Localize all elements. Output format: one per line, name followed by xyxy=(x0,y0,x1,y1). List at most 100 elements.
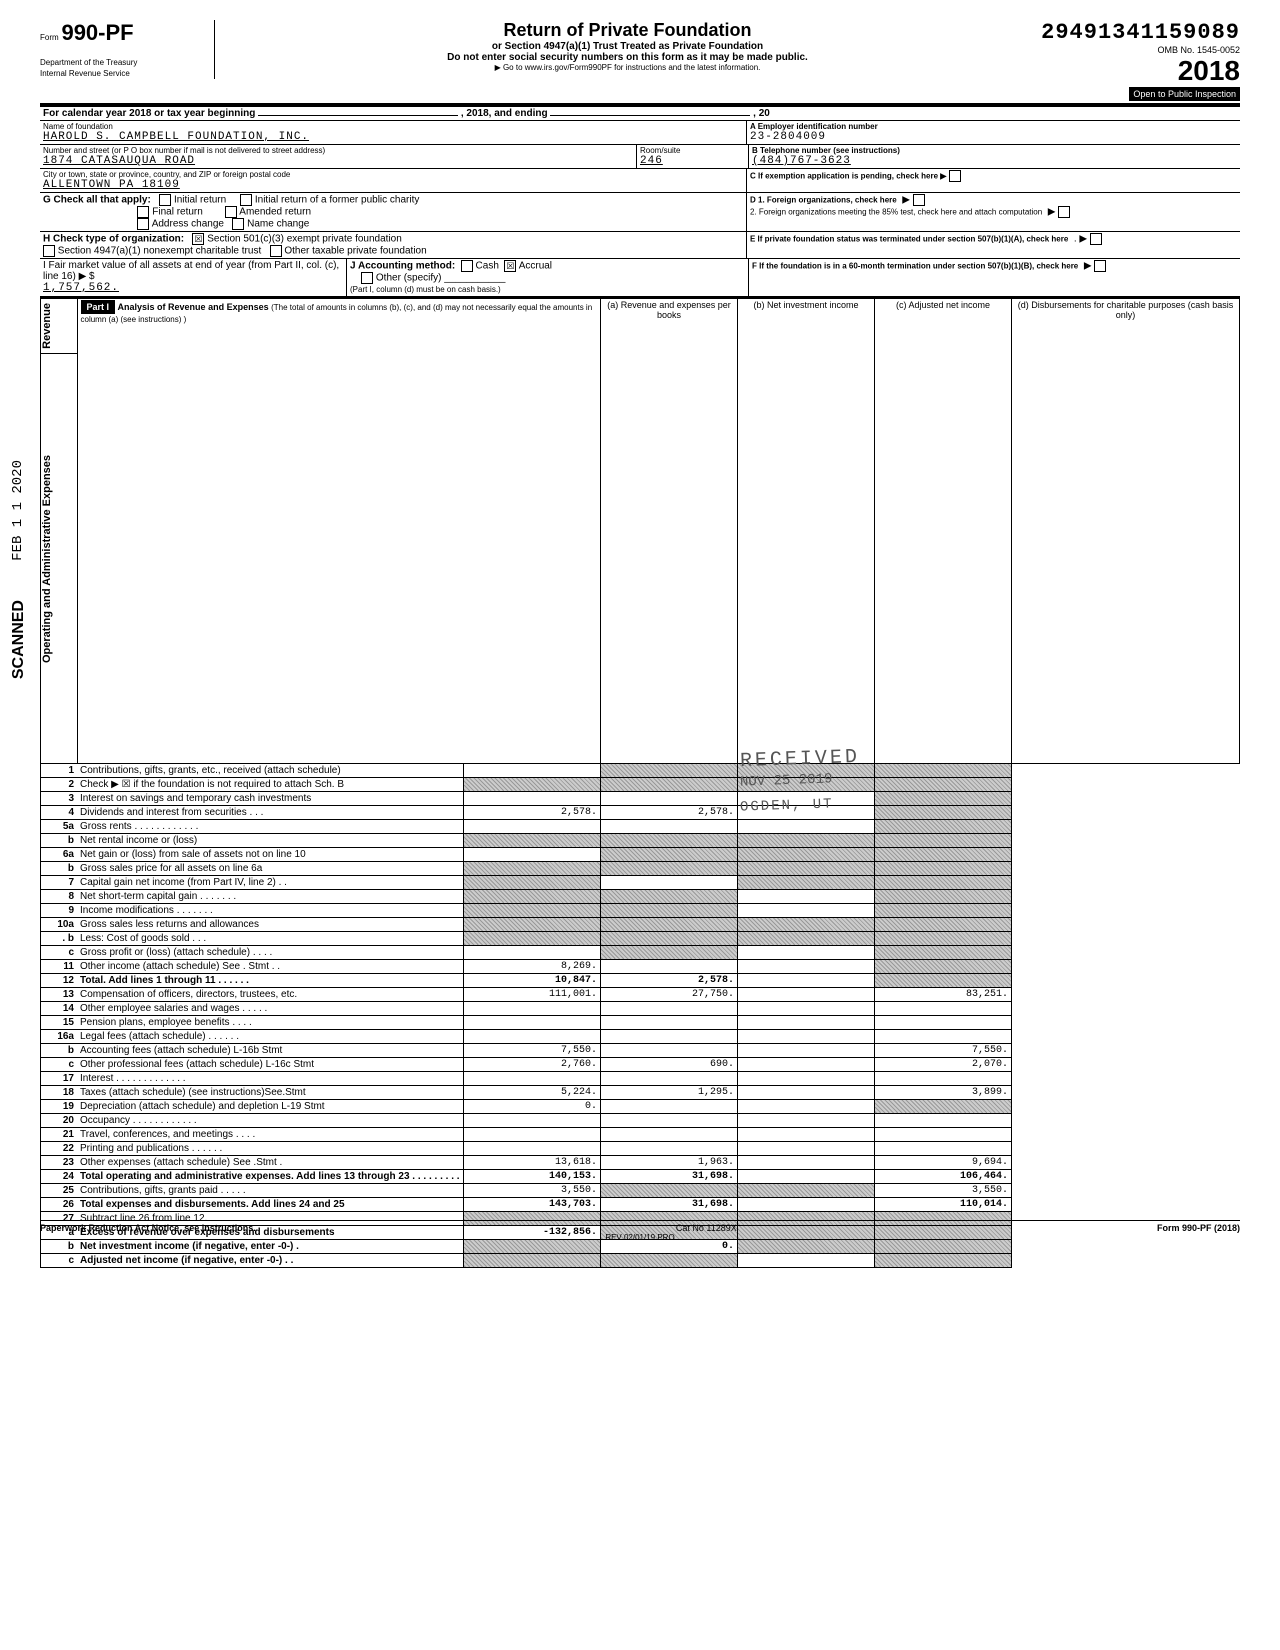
table-cell xyxy=(601,791,738,805)
row-number: c xyxy=(41,945,78,959)
row-description: Other income (attach schedule) See . Stm… xyxy=(77,959,464,973)
table-cell xyxy=(601,861,738,875)
j-note: (Part I, column (d) must be on cash basi… xyxy=(350,285,501,294)
table-row: bAccounting fees (attach schedule) L-16b… xyxy=(41,1043,1240,1057)
table-cell: 7,550. xyxy=(875,1043,1012,1057)
cal-year-end: , 20 xyxy=(753,108,770,119)
row-description: Net rental income or (loss) xyxy=(77,833,464,847)
table-cell xyxy=(875,903,1012,917)
revenue-side-label: Revenue xyxy=(41,299,53,353)
table-cell xyxy=(738,1043,875,1057)
d1-label: D 1. Foreign organizations, check here xyxy=(750,196,897,205)
form-number: 990-PF xyxy=(61,20,133,45)
table-cell xyxy=(738,875,875,889)
table-cell xyxy=(738,1029,875,1043)
table-cell xyxy=(601,777,738,791)
table-cell xyxy=(875,1253,1012,1267)
row-description: Other employee salaries and wages . . . … xyxy=(77,1001,464,1015)
h-other-checkbox[interactable] xyxy=(270,245,282,257)
d1-checkbox[interactable] xyxy=(913,194,925,206)
row-description: Net gain or (loss) from sale of assets n… xyxy=(77,847,464,861)
table-cell xyxy=(738,1071,875,1085)
table-row: 19Depreciation (attach schedule) and dep… xyxy=(41,1099,1240,1113)
room-value: 246 xyxy=(640,155,745,167)
table-cell xyxy=(738,1169,875,1183)
table-cell xyxy=(601,1015,738,1029)
form-ref: Form 990-PF (2018) xyxy=(1157,1223,1240,1233)
g-name-checkbox[interactable] xyxy=(232,218,244,230)
table-cell xyxy=(601,819,738,833)
table-row: 11Other income (attach schedule) See . S… xyxy=(41,959,1240,973)
row-number: 4 xyxy=(41,805,78,819)
table-cell xyxy=(738,1127,875,1141)
table-row: 21Travel, conferences, and meetings . . … xyxy=(41,1127,1240,1141)
table-cell xyxy=(464,1253,601,1267)
row-number: 20 xyxy=(41,1113,78,1127)
table-cell: 111,001. xyxy=(464,987,601,1001)
j-cash-checkbox[interactable] xyxy=(461,260,473,272)
table-cell xyxy=(464,861,601,875)
table-row: 17Interest . . . . . . . . . . . . . xyxy=(41,1071,1240,1085)
table-row: 4Dividends and interest from securities … xyxy=(41,805,1240,819)
table-cell xyxy=(601,903,738,917)
row-description: Less: Cost of goods sold . . . xyxy=(77,931,464,945)
row-number: 23 xyxy=(41,1155,78,1169)
scanned-stamp: SCANNED xyxy=(10,600,28,679)
h-501c3-checkbox[interactable]: ☒ xyxy=(192,233,204,245)
table-cell xyxy=(738,1197,875,1211)
h-4947-checkbox[interactable] xyxy=(43,245,55,257)
j-other-checkbox[interactable] xyxy=(361,272,373,284)
table-cell xyxy=(875,959,1012,973)
table-cell xyxy=(601,833,738,847)
row-number: 15 xyxy=(41,1015,78,1029)
ein-label: A Employer identification number xyxy=(750,122,1237,131)
table-cell xyxy=(875,889,1012,903)
table-cell xyxy=(875,945,1012,959)
table-row: 18Taxes (attach schedule) (see instructi… xyxy=(41,1085,1240,1099)
table-row: 8Net short-term capital gain . . . . . .… xyxy=(41,889,1240,903)
g-addr-label: Address change xyxy=(152,219,224,230)
table-cell xyxy=(601,1071,738,1085)
row-number: b xyxy=(41,833,78,847)
row-number: 14 xyxy=(41,1001,78,1015)
table-row: cOther professional fees (attach schedul… xyxy=(41,1057,1240,1071)
c-checkbox[interactable] xyxy=(949,170,961,182)
table-cell xyxy=(875,861,1012,875)
table-cell xyxy=(738,1001,875,1015)
table-row: 12Total. Add lines 1 through 11 . . . . … xyxy=(41,973,1240,987)
g-amended-checkbox[interactable] xyxy=(225,206,237,218)
table-cell: 10,847. xyxy=(464,973,601,987)
row-description: Adjusted net income (if negative, enter … xyxy=(77,1253,464,1267)
foundation-name: HAROLD S. CAMPBELL FOUNDATION, INC. xyxy=(43,131,743,143)
table-cell: 2,578. xyxy=(601,973,738,987)
table-cell xyxy=(601,1099,738,1113)
g-addr-checkbox[interactable] xyxy=(137,218,149,230)
j-accrual-checkbox[interactable]: ☒ xyxy=(504,260,516,272)
g-final-checkbox[interactable] xyxy=(137,206,149,218)
table-row: 9Income modifications . . . . . . . xyxy=(41,903,1240,917)
table-cell: 8,269. xyxy=(464,959,601,973)
table-cell xyxy=(601,1043,738,1057)
cal-year-mid: , 2018, and ending xyxy=(461,108,548,119)
row-description: Income modifications . . . . . . . xyxy=(77,903,464,917)
g-initial-label: Initial return xyxy=(174,195,226,206)
dept-label: Department of the Treasury xyxy=(40,58,137,67)
g-final-label: Final return xyxy=(152,207,203,218)
row-description: Occupancy . . . . . . . . . . . . xyxy=(77,1113,464,1127)
g-initial-checkbox[interactable] xyxy=(159,194,171,206)
row-description: Net short-term capital gain . . . . . . … xyxy=(77,889,464,903)
g-former-checkbox[interactable] xyxy=(240,194,252,206)
row-number: 6a xyxy=(41,847,78,861)
table-cell xyxy=(875,931,1012,945)
table-cell xyxy=(738,1183,875,1197)
row-description: Dividends and interest from securities .… xyxy=(77,805,464,819)
row-number: 1 xyxy=(41,763,78,777)
row-description: Contributions, gifts, grants paid . . . … xyxy=(77,1183,464,1197)
row-description: Interest on savings and temporary cash i… xyxy=(77,791,464,805)
pra-notice: Paperwork Reduction Act Notice, see inst… xyxy=(40,1223,256,1233)
table-cell xyxy=(738,903,875,917)
e-checkbox[interactable] xyxy=(1090,233,1102,245)
f-checkbox[interactable] xyxy=(1094,260,1106,272)
table-cell xyxy=(738,1057,875,1071)
d2-checkbox[interactable] xyxy=(1058,206,1070,218)
